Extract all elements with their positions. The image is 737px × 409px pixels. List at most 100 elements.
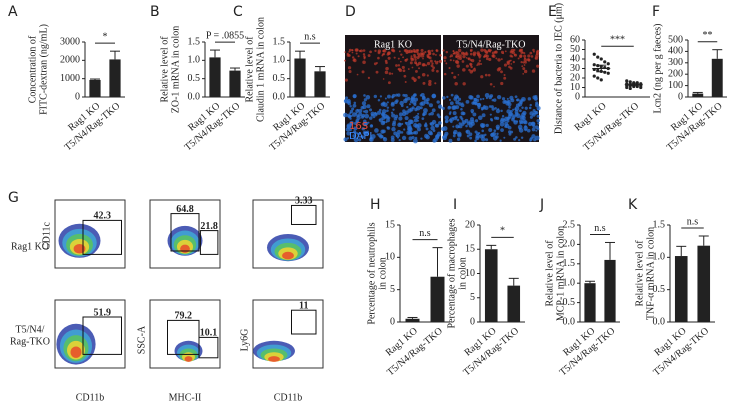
panel-letter: I: [453, 197, 457, 213]
stain-dot: [449, 117, 455, 122]
y-tick-label: 0.5: [188, 73, 201, 84]
stain-dot: [382, 101, 386, 105]
stain-dot: [409, 107, 414, 112]
stain-dot: [377, 99, 381, 102]
stain-dot: [369, 116, 373, 120]
y-tick-label: 1.5: [653, 219, 666, 230]
y-tick-label: 0.5: [273, 73, 286, 84]
data-point: [625, 79, 629, 83]
bar: [405, 318, 420, 322]
stain-dot: [391, 113, 396, 118]
stain-dot: [536, 49, 540, 53]
y-axis-label: Distance of bacteria to IEC (μm): [553, 3, 564, 134]
stain-dot: [422, 81, 426, 85]
stain-dot: [508, 132, 512, 136]
stain-dot: [522, 72, 525, 75]
stain-dot: [507, 125, 512, 130]
stain-dot: [401, 135, 407, 141]
stain-label: DAPI: [349, 131, 372, 142]
image-label: T5/N4/Rag-TKO: [457, 39, 526, 50]
stain-dot: [435, 53, 437, 56]
gate-value: 10.1: [200, 328, 218, 339]
stain-dot: [387, 51, 391, 55]
panel-letter: G: [8, 190, 19, 206]
stain-dot: [465, 52, 469, 56]
stain-dot: [481, 108, 484, 111]
stain-dot: [523, 69, 528, 74]
stain-dot: [363, 98, 367, 102]
stain-dot: [410, 55, 413, 58]
y-axis-label: Relative level of: [544, 240, 555, 307]
stain-dot: [444, 115, 449, 120]
stain-dot: [518, 119, 523, 124]
y-axis-label: MCP-1 mRNA in colon: [555, 226, 566, 321]
stain-dot: [501, 97, 506, 101]
stain-dot: [460, 103, 465, 108]
stain-dot: [527, 97, 532, 101]
stain-dot: [503, 73, 506, 77]
stain-dot: [406, 96, 411, 101]
stain-dot: [456, 64, 460, 68]
stain-dot: [348, 48, 352, 52]
data-point: [592, 52, 596, 56]
stain-dot: [390, 135, 395, 140]
stain-dot: [462, 68, 466, 72]
stain-dot: [529, 139, 532, 142]
stain-dot: [485, 123, 489, 128]
stain-dot: [465, 56, 468, 59]
data-point: [592, 74, 596, 78]
stain-dot: [382, 50, 385, 53]
stain-dot: [506, 109, 511, 114]
stain-dot: [506, 60, 510, 64]
stain-dot: [483, 55, 486, 58]
stain-dot: [477, 62, 481, 66]
stain-dot: [520, 51, 524, 54]
stain-dot: [381, 113, 385, 116]
y-tick-label: 400: [668, 46, 683, 57]
stain-dot: [370, 124, 373, 127]
x-axis-label: MHC-II: [169, 392, 202, 403]
stain-dot: [455, 54, 460, 58]
flow-plot: 51.9: [54, 299, 126, 369]
stain-dot: [477, 115, 483, 121]
stain-dot: [472, 112, 477, 117]
stain-dot: [367, 121, 370, 124]
stain-dot: [510, 48, 515, 53]
y-tick-label: 1.0: [653, 252, 666, 263]
stain-dot: [476, 102, 482, 108]
data-point: [596, 55, 600, 59]
micrograph: Rag1 KO: [343, 35, 443, 144]
stain-dot: [468, 120, 473, 125]
stain-dot: [431, 119, 437, 125]
stain-dot: [465, 130, 469, 133]
stain-dot: [354, 121, 358, 126]
y-axis-label: Claudin 1 mRNA in colon: [255, 17, 266, 122]
stain-dot: [437, 60, 439, 63]
stain-dot: [400, 104, 404, 108]
stain-dot: [395, 64, 398, 67]
stain-dot: [465, 124, 468, 128]
stain-dot: [374, 49, 377, 53]
stain-dot: [379, 134, 384, 139]
stain-dot: [362, 104, 367, 110]
stain-dot: [500, 81, 504, 86]
stain-dot: [443, 56, 447, 60]
stain-dot: [526, 58, 530, 62]
stain-dot: [500, 70, 503, 74]
stain-dot: [347, 114, 352, 119]
y-tick-label: 0.0: [653, 316, 666, 327]
stain-dot: [495, 116, 500, 121]
stain-dot: [351, 56, 355, 59]
stain-dot: [512, 60, 516, 64]
gate: [82, 219, 122, 255]
stain-dot: [519, 122, 522, 125]
stain-dot: [529, 103, 532, 107]
stain-dot: [496, 94, 502, 100]
stain-dot: [374, 128, 379, 133]
gate-value: 11: [299, 300, 308, 311]
stain-dot: [414, 97, 419, 102]
y-tick-label: 2.5: [563, 219, 576, 230]
stain-dot: [419, 106, 423, 110]
stain-dot: [404, 59, 407, 61]
data-point: [606, 71, 610, 75]
